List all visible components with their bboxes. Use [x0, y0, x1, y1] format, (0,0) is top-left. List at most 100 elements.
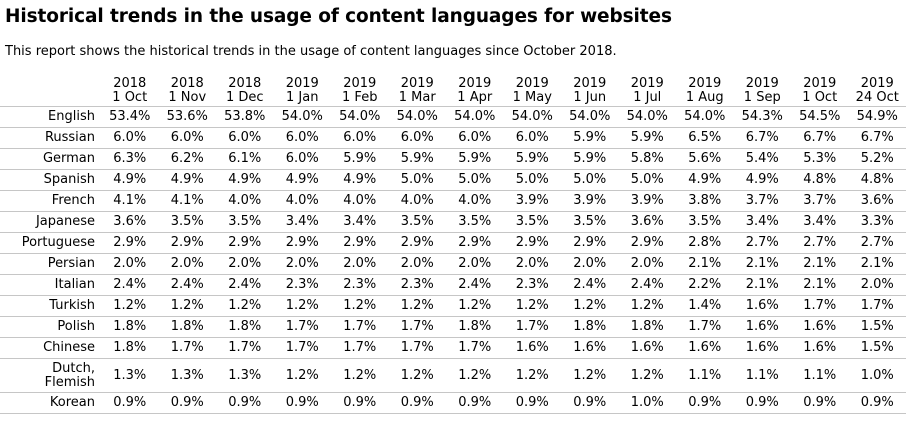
table-header-row: 2018 1 Oct 2018 1 Nov 2018 1 Dec 2019 1 Jan … [0, 75, 906, 107]
usage-value: 1.8% [561, 316, 619, 338]
usage-value: 0.9% [446, 392, 504, 414]
usage-value: 2.3% [273, 274, 331, 296]
usage-value: 6.0% [388, 127, 446, 149]
table-row: Polish 1.8% 1.8% 1.8% 1.7% 1.7% 1.7% 1.8% 1.7% 1.… [0, 316, 906, 338]
usage-value: 2.9% [101, 232, 159, 254]
usage-value: 1.3% [216, 358, 274, 393]
usage-value: 54.0% [273, 106, 331, 128]
table-row: Korean 0.9% 0.9% 0.9% 0.9% 0.9% 0.9% 0.9% 0.9% 0.… [0, 392, 906, 414]
usage-value: 54.0% [561, 106, 619, 128]
usage-value: 3.4% [331, 211, 389, 233]
usage-value: 1.1% [733, 358, 791, 393]
usage-value: 3.4% [791, 211, 849, 233]
usage-value: 1.8% [618, 316, 676, 338]
usage-value: 2.8% [676, 232, 734, 254]
usage-value: 6.0% [101, 127, 159, 149]
usage-value: 1.0% [618, 392, 676, 414]
usage-value: 1.6% [733, 295, 791, 317]
usage-value: 6.0% [446, 127, 504, 149]
usage-value: 1.5% [848, 337, 906, 359]
usage-value: 4.9% [158, 169, 216, 191]
usage-value: 1.7% [848, 295, 906, 317]
usage-value: 2.0% [273, 253, 331, 275]
usage-value: 5.0% [561, 169, 619, 191]
usage-value: 1.6% [791, 337, 849, 359]
usage-value: 2.0% [446, 253, 504, 275]
usage-value: 5.9% [446, 148, 504, 170]
usage-value: 0.9% [388, 392, 446, 414]
usage-value: 4.8% [848, 169, 906, 191]
usage-value: 2.0% [158, 253, 216, 275]
language-name: Portuguese [0, 232, 101, 254]
usage-value: 5.0% [503, 169, 561, 191]
usage-value: 1.0% [848, 358, 906, 393]
usage-value: 4.0% [273, 190, 331, 212]
usage-value: 2.1% [848, 253, 906, 275]
usage-value: 53.8% [216, 106, 274, 128]
usage-value: 1.2% [446, 295, 504, 317]
usage-value: 1.1% [791, 358, 849, 393]
usage-value: 1.5% [848, 316, 906, 338]
usage-value: 5.9% [561, 148, 619, 170]
usage-value: 53.4% [101, 106, 159, 128]
usage-value: 54.0% [503, 106, 561, 128]
table-row: Persian 2.0% 2.0% 2.0% 2.0% 2.0% 2.0% 2.0% 2.0% 2… [0, 253, 906, 275]
usage-value: 1.7% [791, 295, 849, 317]
usage-value: 54.9% [848, 106, 906, 128]
usage-value: 4.9% [733, 169, 791, 191]
usage-value: 3.7% [791, 190, 849, 212]
usage-value: 2.7% [791, 232, 849, 254]
usage-value: 6.0% [331, 127, 389, 149]
usage-value: 2.9% [618, 232, 676, 254]
language-trends-table: 2018 1 Oct 2018 1 Nov 2018 1 Dec 2019 1 Jan … [0, 75, 906, 414]
usage-value: 2.0% [618, 253, 676, 275]
usage-value: 2.0% [561, 253, 619, 275]
usage-value: 1.2% [273, 358, 331, 393]
usage-value: 5.3% [791, 148, 849, 170]
usage-value: 5.6% [676, 148, 734, 170]
usage-value: 1.7% [446, 337, 504, 359]
usage-value: 6.0% [503, 127, 561, 149]
usage-value: 5.0% [446, 169, 504, 191]
usage-value: 1.8% [216, 316, 274, 338]
usage-value: 54.0% [446, 106, 504, 128]
usage-value: 1.6% [618, 337, 676, 359]
column-header: 2019 1 Apr [446, 75, 504, 107]
usage-value: 3.5% [158, 211, 216, 233]
table-row: French 4.1% 4.1% 4.0% 4.0% 4.0% 4.0% 4.0% 3.9% 3.… [0, 190, 906, 212]
usage-value: 1.6% [676, 337, 734, 359]
usage-value: 2.0% [216, 253, 274, 275]
table-row: German 6.3% 6.2% 6.1% 6.0% 5.9% 5.9% 5.9% 5.9% 5.… [0, 148, 906, 170]
usage-value: 54.3% [733, 106, 791, 128]
usage-value: 0.9% [676, 392, 734, 414]
language-name: Polish [0, 316, 101, 338]
usage-value: 1.7% [503, 316, 561, 338]
usage-value: 3.8% [676, 190, 734, 212]
usage-value: 1.6% [733, 337, 791, 359]
usage-value: 1.2% [101, 295, 159, 317]
usage-value: 4.0% [216, 190, 274, 212]
usage-value: 54.0% [331, 106, 389, 128]
usage-value: 1.2% [158, 295, 216, 317]
usage-value: 3.7% [733, 190, 791, 212]
usage-value: 0.9% [791, 392, 849, 414]
column-header: 2019 1 Aug [676, 75, 734, 107]
usage-value: 6.2% [158, 148, 216, 170]
usage-value: 2.9% [216, 232, 274, 254]
usage-value: 2.1% [791, 253, 849, 275]
usage-value: 3.9% [618, 190, 676, 212]
language-name: English [0, 106, 101, 128]
language-name: Persian [0, 253, 101, 275]
usage-value: 1.7% [158, 337, 216, 359]
usage-value: 2.1% [733, 253, 791, 275]
usage-value: 3.5% [216, 211, 274, 233]
column-header: 2019 1 Oct [791, 75, 849, 107]
usage-value: 1.2% [331, 358, 389, 393]
usage-value: 0.9% [216, 392, 274, 414]
usage-value: 53.6% [158, 106, 216, 128]
usage-value: 1.2% [503, 358, 561, 393]
usage-value: 2.3% [503, 274, 561, 296]
usage-value: 1.3% [101, 358, 159, 393]
usage-value: 1.7% [388, 316, 446, 338]
usage-value: 1.2% [388, 358, 446, 393]
